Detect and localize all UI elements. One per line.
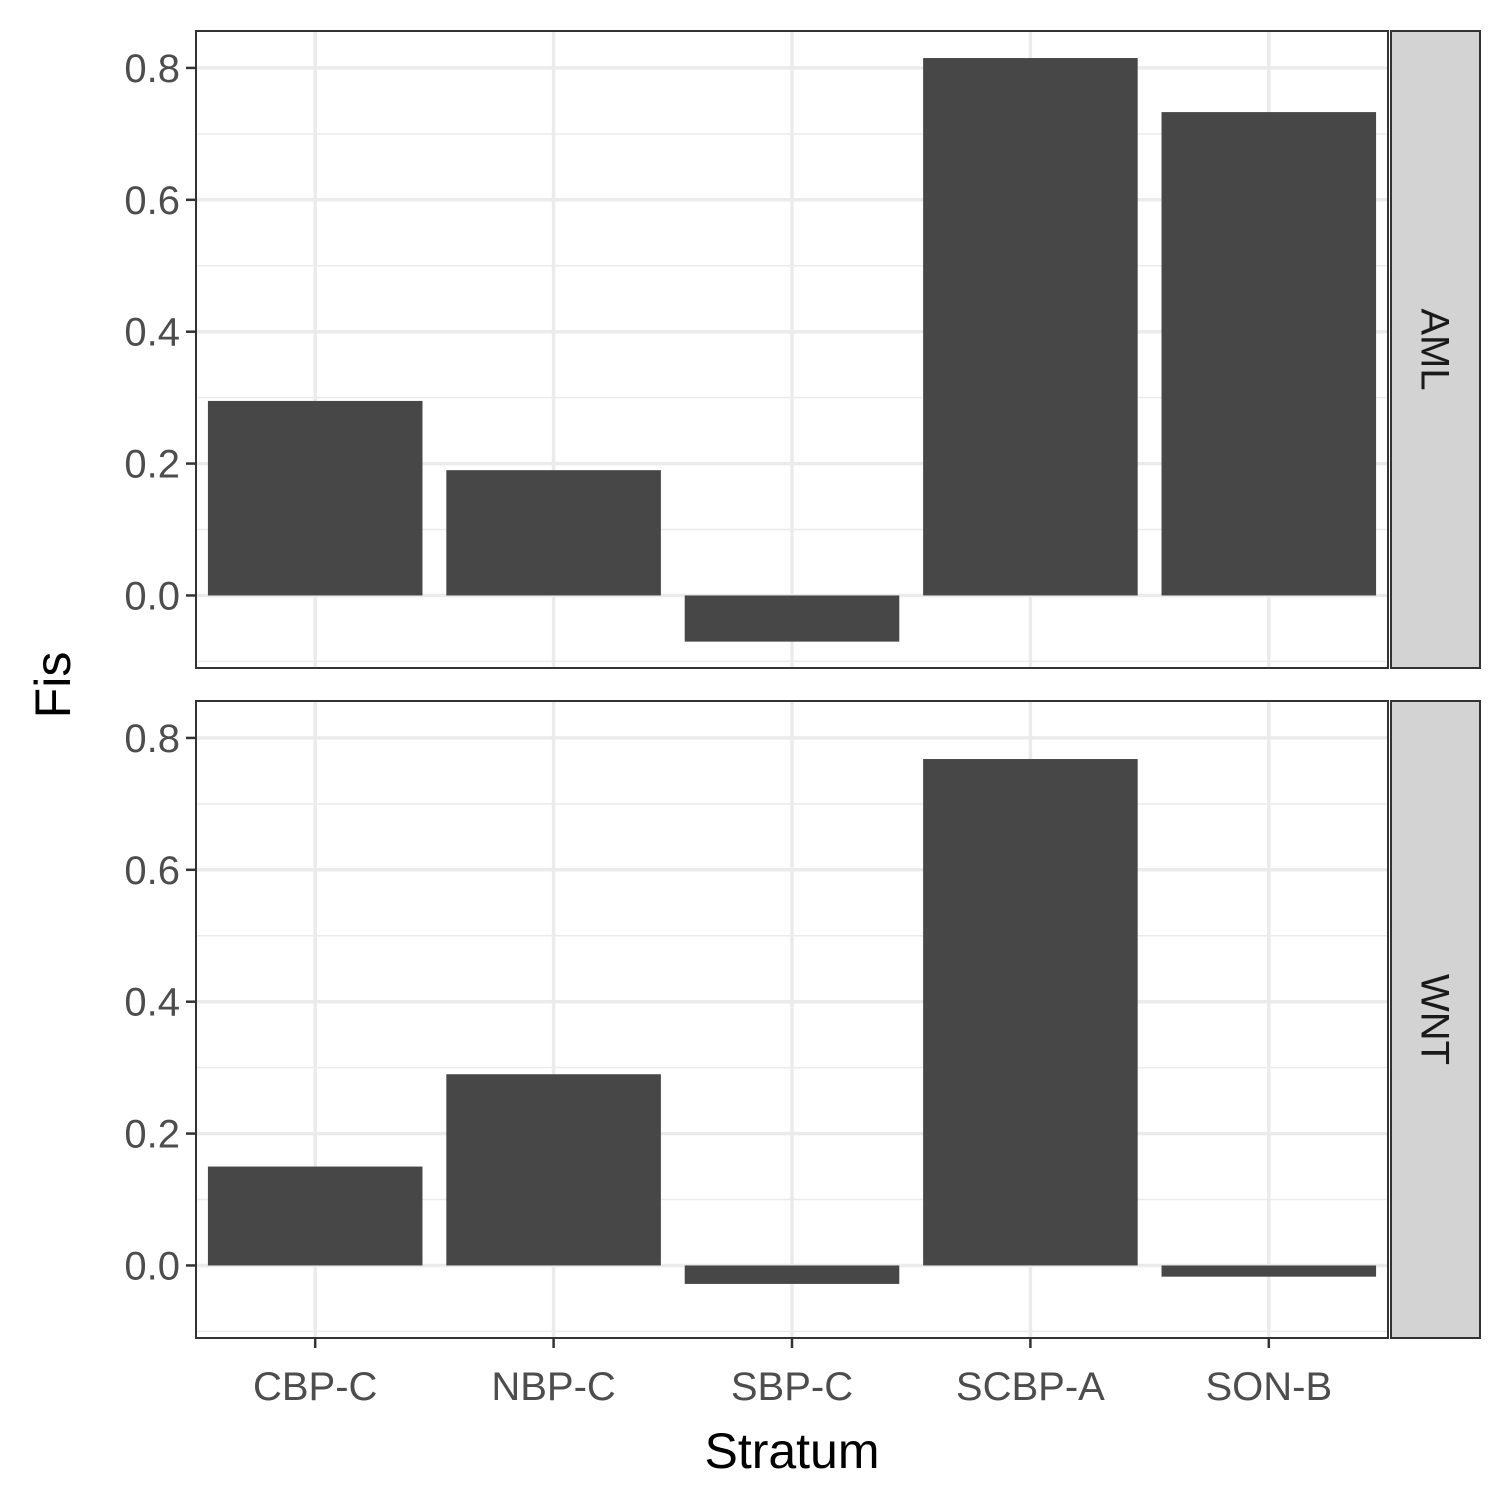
facet-strip-label: WNT — [1413, 974, 1457, 1065]
panel-aml: 0.0 0.2 0.4 0.6 0.8 AML — [124, 30, 1481, 669]
panel-border — [195, 30, 1389, 669]
bar-son-b — [1161, 112, 1377, 596]
y-tick-label: 0.2 — [124, 1113, 180, 1157]
x-tick-label: SON-B — [1205, 1365, 1332, 1409]
y-tick-label: 0.0 — [124, 1244, 180, 1288]
bar-son-b — [1161, 1265, 1377, 1277]
bar-nbp-c — [446, 470, 661, 596]
x-tick-label: SBP-C — [731, 1365, 853, 1409]
facet-strip — [1390, 30, 1481, 669]
bar-scbp-a — [923, 759, 1138, 1266]
x-axis-title: Stratum — [704, 1423, 879, 1479]
y-tick-label: 0.4 — [124, 981, 180, 1025]
bar-cbp-c — [207, 1166, 423, 1266]
y-tick-label: 0.2 — [124, 443, 180, 487]
bar-scbp-a — [923, 58, 1138, 596]
panel-wnt: 0.0 0.2 0.4 0.6 0.8 WNT — [124, 700, 1481, 1339]
bar-nbp-c — [446, 1074, 661, 1266]
x-tick-label: NBP-C — [491, 1365, 615, 1409]
y-tick-label: 0.6 — [124, 179, 180, 223]
facet-strip — [1390, 700, 1481, 1339]
x-tick-label: SCBP-A — [956, 1365, 1105, 1409]
y-tick-label: 0.0 — [124, 574, 180, 618]
bar-sbp-c — [684, 1265, 900, 1284]
y-axis-title: Fis — [25, 652, 81, 719]
y-tick-label: 0.6 — [124, 849, 180, 893]
x-tick-label: CBP-C — [253, 1365, 377, 1409]
bar-cbp-c — [207, 400, 423, 596]
y-tick-label: 0.8 — [124, 717, 180, 761]
y-tick-label: 0.8 — [124, 47, 180, 91]
chart-panels: 0.0 0.2 0.4 0.6 0.8 AML 0.0 0.2 0.4 0.6 0.8 WNT CBP-… — [124, 30, 1481, 1409]
y-tick-label: 0.4 — [124, 311, 180, 355]
facet-strip-label: AML — [1413, 308, 1457, 390]
bar-sbp-c — [684, 595, 900, 642]
x-axis: CBP-C NBP-C SBP-C SCBP-A SON-B — [253, 1338, 1332, 1409]
